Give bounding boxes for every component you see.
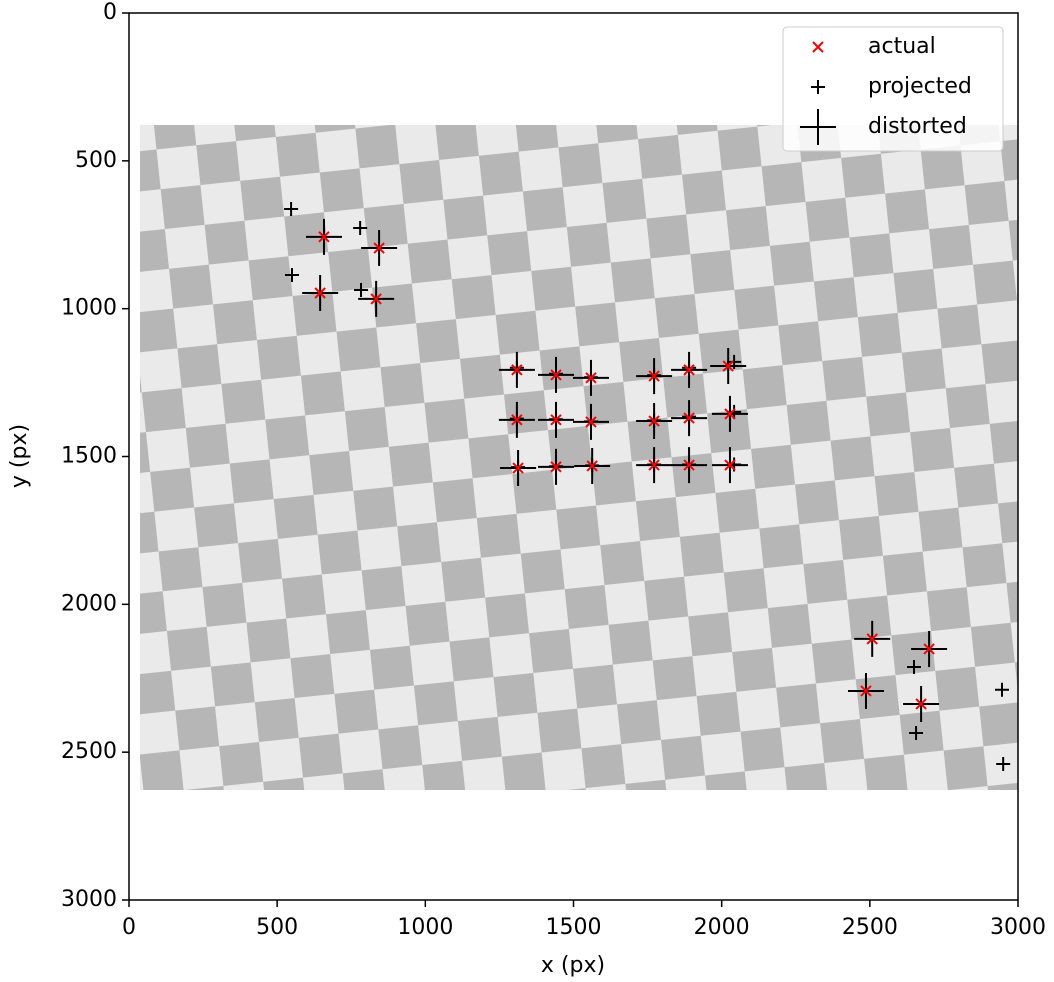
x-axis-label: x (px) xyxy=(541,953,605,978)
point xyxy=(550,414,562,426)
legend-label: distorted xyxy=(868,114,967,139)
point xyxy=(509,360,524,375)
point xyxy=(866,633,878,645)
point xyxy=(906,660,921,675)
point xyxy=(724,459,736,471)
point xyxy=(550,461,562,473)
y-tick-label: 1000 xyxy=(61,296,117,321)
point xyxy=(683,412,695,424)
point xyxy=(550,369,562,381)
y-tick-label: 500 xyxy=(75,148,117,173)
point xyxy=(373,242,385,254)
point xyxy=(318,231,330,243)
x-tick-label: 2000 xyxy=(694,915,750,940)
legend-marker xyxy=(800,109,836,145)
point xyxy=(370,293,382,305)
point xyxy=(727,404,742,419)
legend-label: actual xyxy=(868,34,936,59)
point xyxy=(511,364,523,376)
point xyxy=(722,360,734,372)
point xyxy=(915,698,927,710)
x-tick-label: 1000 xyxy=(397,915,453,940)
background-image xyxy=(140,125,1018,790)
point xyxy=(354,283,369,298)
point xyxy=(682,360,697,375)
point xyxy=(724,408,736,420)
point xyxy=(585,372,597,384)
point xyxy=(923,643,935,655)
point xyxy=(648,415,660,427)
point xyxy=(284,267,299,282)
x-tick-label: 2500 xyxy=(842,915,898,940)
point xyxy=(996,756,1011,771)
y-tick-label: 2000 xyxy=(61,591,117,616)
legend-label: projected xyxy=(868,74,972,99)
x-tick-label: 3000 xyxy=(990,915,1046,940)
point xyxy=(511,414,523,426)
y-tick-label: 0 xyxy=(103,0,117,25)
point xyxy=(682,409,697,424)
legend-marker xyxy=(812,41,824,53)
y-tick-label: 3000 xyxy=(61,887,117,912)
x-tick-label: 500 xyxy=(256,915,298,940)
point xyxy=(585,416,597,428)
legend-box xyxy=(782,26,1004,152)
point xyxy=(512,462,524,474)
x-tick-label: 0 xyxy=(122,915,136,940)
point xyxy=(648,370,660,382)
point xyxy=(353,220,368,235)
point xyxy=(994,682,1009,697)
point xyxy=(314,287,326,299)
point xyxy=(648,459,660,471)
y-tick-label: 1500 xyxy=(61,444,117,469)
point xyxy=(284,202,299,217)
point xyxy=(683,459,695,471)
legend-marker xyxy=(811,80,825,94)
point xyxy=(683,364,695,376)
point xyxy=(909,725,924,740)
x-tick-label: 1500 xyxy=(546,915,602,940)
point xyxy=(860,685,872,697)
y-axis-label: y (px) xyxy=(7,424,32,488)
point xyxy=(727,354,742,369)
y-tick-label: 2500 xyxy=(61,739,117,764)
point xyxy=(586,460,598,472)
